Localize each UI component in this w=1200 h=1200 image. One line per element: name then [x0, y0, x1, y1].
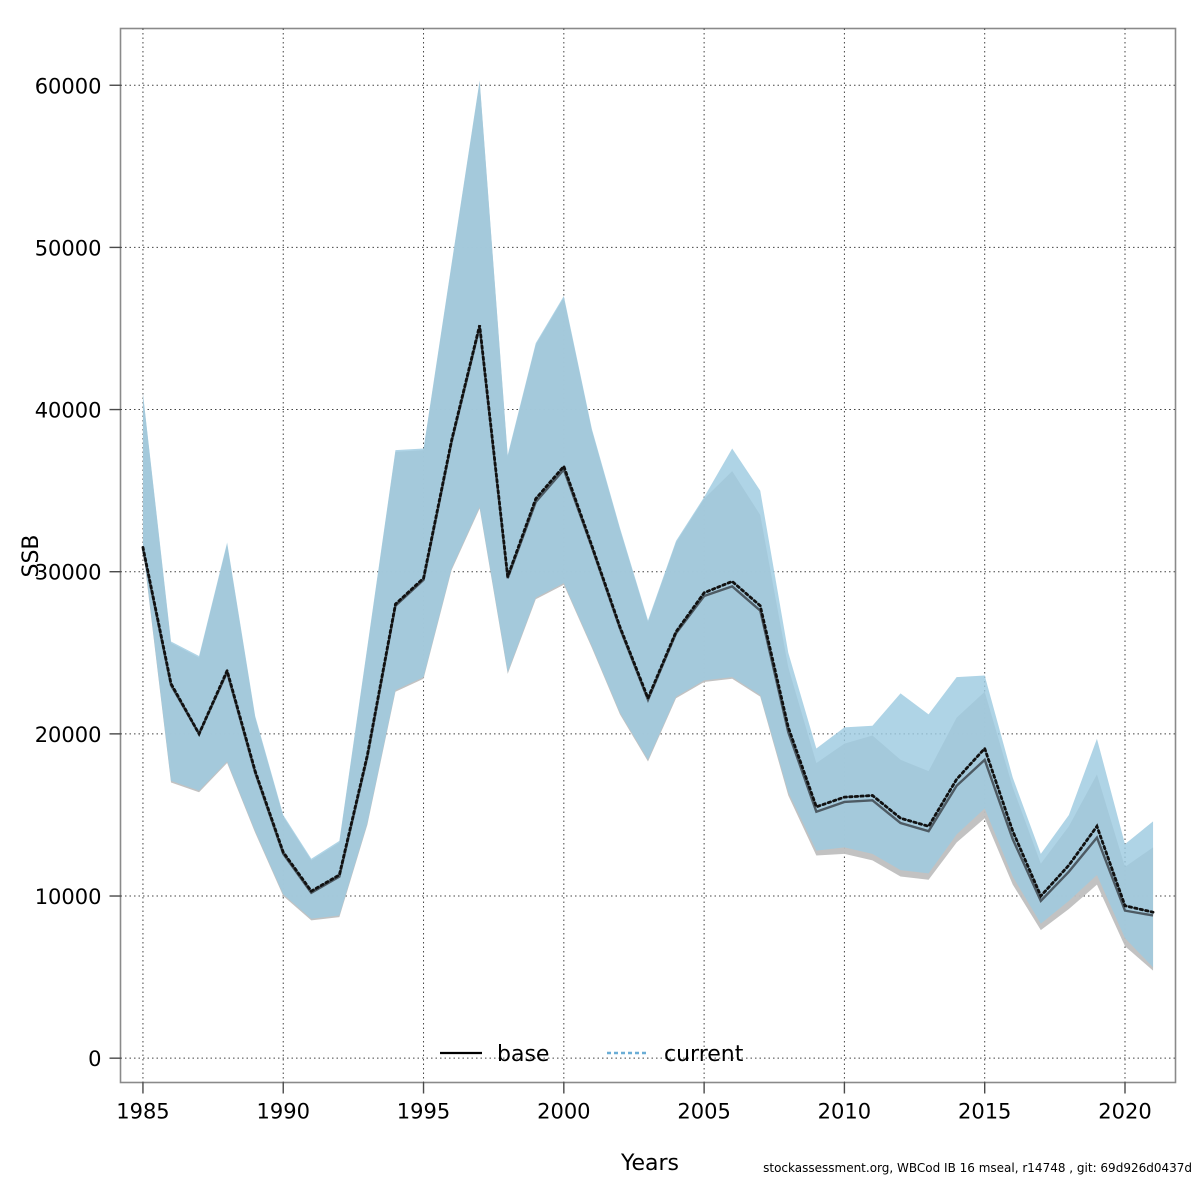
- y-axis-tick-label: 0: [88, 1047, 101, 1071]
- y-axis-tick-label: 60000: [35, 74, 102, 98]
- legend-entry-base[interactable]: base: [440, 1042, 549, 1067]
- y-axis-tick-label: 50000: [35, 236, 102, 260]
- x-axis-tick-label: 1995: [397, 1100, 450, 1124]
- x-axis-title: Years: [620, 1151, 679, 1176]
- y-axis-title: SSB: [19, 534, 44, 577]
- axis-ticks: [109, 84, 1126, 1094]
- legend-label-current: current: [664, 1042, 744, 1067]
- x-axis-tick-label: 2020: [1098, 1100, 1151, 1124]
- series-line-current: [141, 324, 1155, 914]
- x-axis-tick-label: 2005: [677, 1100, 730, 1124]
- y-axis-tick-label: 40000: [35, 399, 102, 423]
- x-axis-tick-label: 1990: [257, 1100, 310, 1124]
- legend-label-base: base: [497, 1042, 549, 1067]
- y-axis-tick-label: 30000: [35, 561, 102, 585]
- series-line-base: [141, 326, 1154, 917]
- data-lines: [141, 324, 1155, 917]
- x-axis-tick-labels: 1985 1990 1995 2000 2005 2010 2015 2020: [116, 1100, 1152, 1124]
- x-axis-tick-label: 2010: [818, 1100, 871, 1124]
- y-axis-tick-labels: 0 10000 20000 30000 40000 50000 60000: [35, 74, 102, 1071]
- y-axis-tick-label: 10000: [35, 885, 102, 909]
- plot-frame: [119, 27, 1177, 1084]
- confidence-band-current: [142, 80, 1154, 968]
- chart-legend: base current: [440, 1042, 744, 1067]
- x-axis-tick-label: 2000: [537, 1100, 590, 1124]
- x-axis-tick-label: 1985: [116, 1100, 169, 1124]
- legend-entry-current[interactable]: current: [607, 1042, 744, 1067]
- chart-caption: stockassessment.org, WBCod IB 16 mseal, …: [763, 1161, 1192, 1175]
- y-axis-tick-label: 20000: [35, 723, 102, 747]
- x-axis-tick-label: 2015: [958, 1100, 1011, 1124]
